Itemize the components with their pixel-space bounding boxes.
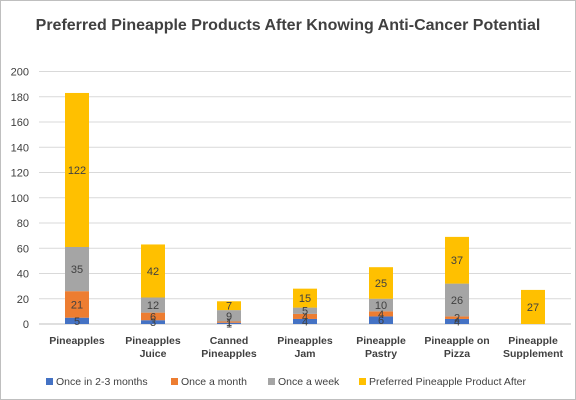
data-label: 27	[527, 302, 539, 314]
category-label: Pineapple on	[424, 335, 489, 347]
bar-segment	[521, 289, 545, 324]
data-label: 3	[150, 317, 156, 329]
chart-title: Preferred Pineapple Products After Knowi…	[36, 17, 541, 34]
data-label: 15	[299, 293, 311, 305]
legend-label: Preferred Pineapple Product After	[369, 376, 527, 388]
data-label: 122	[68, 165, 86, 177]
bar-segment	[369, 311, 393, 317]
legend-swatch	[268, 378, 275, 385]
bar-segment	[293, 313, 317, 319]
data-label: 6	[378, 315, 384, 327]
data-label: 1	[226, 317, 232, 329]
bar-segment	[217, 301, 241, 311]
y-tick-label: 140	[11, 142, 29, 154]
data-label: 9	[226, 311, 232, 323]
bar-segment	[217, 322, 241, 324]
bar-segment	[445, 283, 469, 317]
legend: Once in 2-3 months Once a month Once a wee…	[46, 376, 527, 388]
bar-segment	[445, 316, 469, 319]
y-tick-label: 60	[17, 243, 29, 255]
bar-segment	[141, 312, 165, 321]
bar-segment	[217, 310, 241, 322]
category-label: Pineapples	[49, 335, 105, 347]
bar-segment	[65, 246, 89, 292]
bar-segment	[293, 318, 317, 324]
data-label: 21	[71, 299, 83, 311]
bar-segment	[65, 317, 89, 324]
bar-segment	[369, 316, 393, 324]
bar-segment	[369, 298, 393, 312]
data-label: 4	[378, 309, 384, 321]
data-label: 5	[302, 306, 308, 318]
y-tick-label: 80	[17, 218, 29, 230]
category-labels: Pineapples PineapplesJuiceCannedPineapple…	[49, 335, 563, 360]
y-tick-label: 0	[23, 319, 29, 331]
bar-segment	[217, 321, 241, 323]
y-tick-label: 20	[17, 294, 29, 306]
category-label: Pineapples	[201, 348, 257, 360]
category-label: Jam	[294, 348, 315, 360]
chart-title-line-1: Preferred Pineapple Products After Knowi…	[36, 17, 541, 34]
category-label: Pineapple	[356, 335, 406, 347]
bars	[65, 92, 545, 324]
data-label: 35	[71, 264, 83, 276]
legend-swatch	[171, 378, 178, 385]
y-axis-ticks: 0 20 40 60 80 100 120 140 160 180 200	[11, 67, 29, 332]
data-label: 26	[451, 295, 463, 307]
legend-label: Once a week	[278, 376, 340, 388]
y-tick-label: 100	[11, 193, 29, 205]
data-label: 42	[147, 266, 159, 278]
y-tick-label: 40	[17, 269, 29, 281]
data-label: 2	[454, 313, 460, 325]
data-label: 4	[302, 316, 308, 328]
legend-swatch	[46, 378, 53, 385]
data-label: 25	[375, 278, 387, 290]
bar-segment	[445, 318, 469, 324]
bar-segment	[141, 320, 165, 324]
y-tick-label: 120	[11, 168, 29, 180]
bar-segment	[293, 288, 317, 308]
category-label: Pastry	[365, 348, 397, 360]
category-label: Supplement	[503, 348, 564, 360]
bar-segment	[65, 92, 89, 247]
bar-segment	[369, 267, 393, 299]
category-label: Pineapples	[277, 335, 333, 347]
category-label: Pizza	[444, 348, 470, 360]
bar-segment	[293, 307, 317, 314]
y-tick-label: 180	[11, 92, 29, 104]
category-label: Juice	[140, 348, 167, 360]
bar-segment	[141, 297, 165, 313]
bar-segment	[65, 291, 89, 318]
bar-segment	[141, 244, 165, 298]
bar-segment	[445, 236, 469, 284]
data-label: 37	[451, 255, 463, 267]
data-label: 12	[147, 300, 159, 312]
legend-label: Once in 2-3 months	[56, 376, 148, 388]
data-label: 4	[302, 311, 308, 323]
category-label: Pineapples	[125, 335, 181, 347]
legend-swatch	[359, 378, 366, 385]
data-label: 6	[150, 311, 156, 323]
y-tick-label: 200	[11, 67, 29, 79]
gridlines	[39, 71, 571, 325]
legend-label: Once a month	[181, 376, 247, 388]
y-tick-label: 160	[11, 117, 29, 129]
data-label: 7	[226, 301, 232, 313]
data-label: 5	[74, 316, 80, 328]
data-label: 10	[375, 300, 387, 312]
category-label: Pineapple	[508, 335, 558, 347]
data-label: 4	[454, 316, 460, 328]
data-label: 1	[226, 318, 232, 330]
category-label: Canned	[210, 335, 249, 347]
